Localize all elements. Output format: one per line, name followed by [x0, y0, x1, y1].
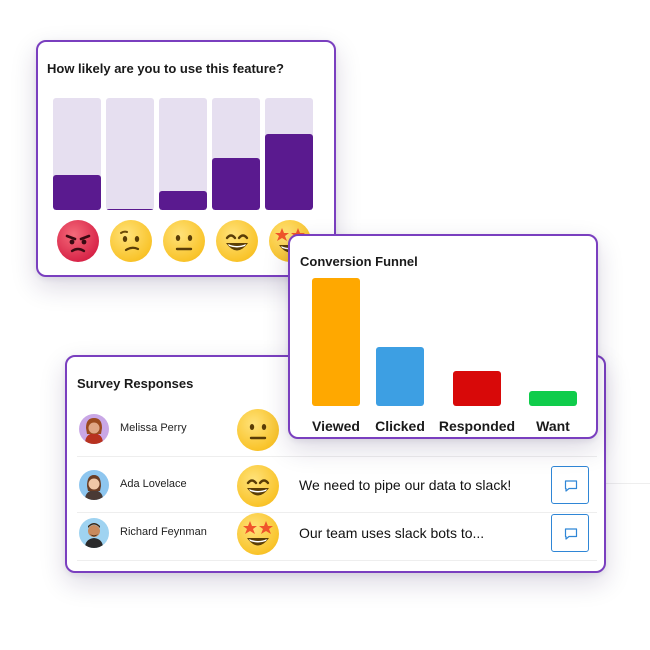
person-name: Melissa Perry — [120, 422, 187, 434]
angry-face-icon[interactable] — [57, 220, 99, 262]
table-row[interactable]: Richard Feynman Our team uses slack bots… — [77, 510, 597, 558]
reply-button[interactable] — [551, 466, 589, 504]
rating-question: How likely are you to use this feature? — [47, 61, 284, 76]
funnel-bar-viewed — [312, 278, 360, 406]
chat-bubble-icon — [564, 480, 578, 492]
person-name: Ada Lovelace — [120, 478, 187, 490]
rating-bar-fill — [106, 208, 154, 210]
avatar — [79, 470, 109, 500]
background-divider — [606, 483, 650, 484]
rating-bar-fill — [53, 175, 101, 210]
funnel-bar-clicked — [376, 347, 424, 406]
rating-bar-fill — [212, 158, 260, 210]
rating-bar-2[interactable] — [106, 98, 154, 210]
conversion-funnel-card: Conversion Funnel Viewed Clicked Responded… — [288, 234, 598, 439]
funnel-label-clicked: Clicked — [375, 418, 425, 434]
rating-bar-1[interactable] — [53, 98, 101, 210]
rating-bar-fill — [159, 190, 207, 210]
rating-bar-5[interactable] — [265, 98, 313, 210]
funnel-bar-responded — [453, 371, 501, 406]
funnel-label-viewed: Viewed — [312, 418, 360, 434]
reply-button[interactable] — [551, 514, 589, 552]
rating-bar-fill — [265, 133, 313, 210]
neutral-face-icon — [237, 409, 279, 451]
table-row[interactable]: Melissa Perry — [77, 406, 597, 454]
chat-bubble-icon — [564, 528, 578, 540]
funnel-title: Conversion Funnel — [300, 254, 418, 269]
row-divider — [77, 512, 597, 513]
star-struck-face-icon — [237, 513, 279, 555]
survey-title: Survey Responses — [77, 376, 194, 391]
row-divider — [77, 560, 597, 561]
person-name: Richard Feynman — [120, 526, 207, 538]
response-comment: We need to pipe our data to slack! — [299, 477, 512, 493]
funnel-label-want: Want — [536, 418, 570, 434]
confused-face-icon[interactable] — [110, 220, 152, 262]
table-row[interactable]: Ada Lovelace We need to pipe our data to… — [77, 462, 597, 510]
grinning-face-icon[interactable] — [216, 220, 258, 262]
rating-bar-3[interactable] — [159, 98, 207, 210]
response-comment: Our team uses slack bots to... — [299, 525, 485, 541]
avatar — [79, 414, 109, 444]
row-divider — [77, 456, 597, 457]
rating-bar-4[interactable] — [212, 98, 260, 210]
funnel-label-responded: Responded — [438, 418, 516, 434]
funnel-bar-want — [529, 390, 577, 406]
grinning-face-icon — [237, 465, 279, 507]
rating-widget-card: How likely are you to use this feature? — [36, 40, 336, 277]
neutral-face-icon[interactable] — [163, 220, 205, 262]
avatar — [79, 518, 109, 548]
